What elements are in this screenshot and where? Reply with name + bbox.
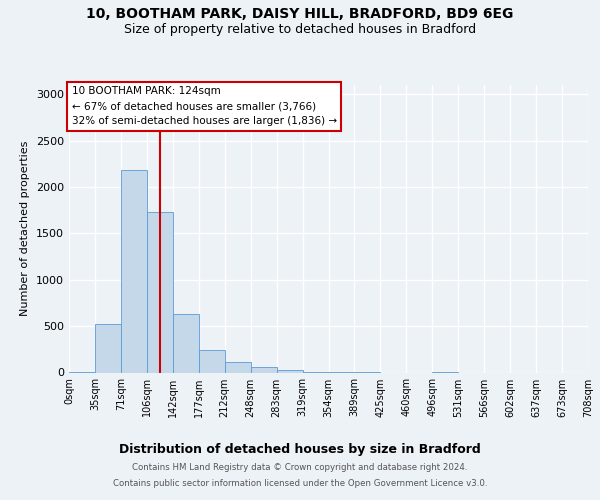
Text: 10 BOOTHAM PARK: 124sqm
← 67% of detached houses are smaller (3,766)
32% of semi: 10 BOOTHAM PARK: 124sqm ← 67% of detache… <box>71 86 337 126</box>
Text: Contains HM Land Registry data © Crown copyright and database right 2024.: Contains HM Land Registry data © Crown c… <box>132 464 468 472</box>
Bar <box>199 350 224 372</box>
Text: 10, BOOTHAM PARK, DAISY HILL, BRADFORD, BD9 6EG: 10, BOOTHAM PARK, DAISY HILL, BRADFORD, … <box>86 8 514 22</box>
Text: Distribution of detached houses by size in Bradford: Distribution of detached houses by size … <box>119 442 481 456</box>
Bar <box>95 324 121 372</box>
Bar <box>251 367 277 372</box>
Text: Size of property relative to detached houses in Bradford: Size of property relative to detached ho… <box>124 22 476 36</box>
Text: Contains public sector information licensed under the Open Government Licence v3: Contains public sector information licen… <box>113 478 487 488</box>
Bar <box>225 362 251 372</box>
Bar <box>277 370 302 372</box>
Bar <box>173 314 199 372</box>
Bar <box>121 170 147 372</box>
Bar <box>147 212 173 372</box>
Y-axis label: Number of detached properties: Number of detached properties <box>20 141 31 316</box>
